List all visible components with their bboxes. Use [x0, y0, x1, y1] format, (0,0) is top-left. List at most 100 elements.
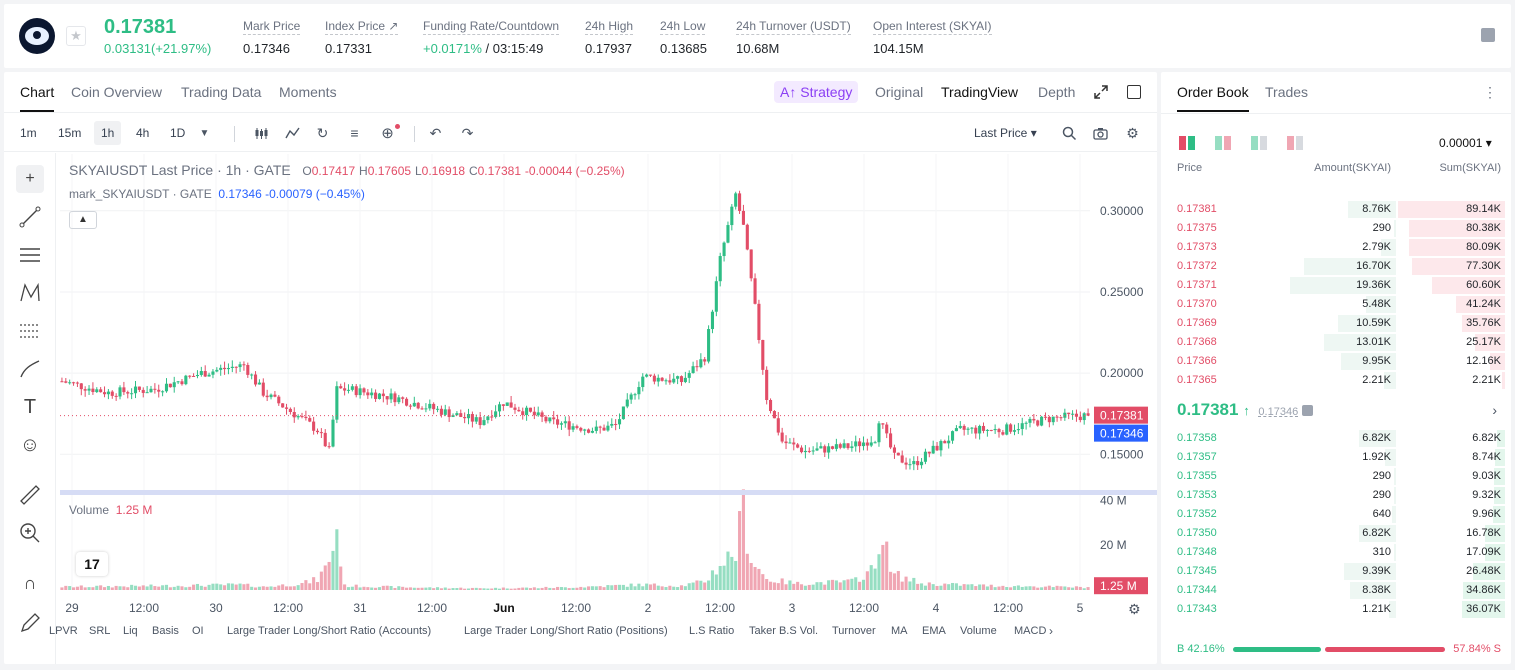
indicator-volume[interactable]: Volume: [960, 625, 997, 637]
view-mixed-icon[interactable]: [1215, 136, 1231, 150]
bid-row[interactable]: 0.17357 1.92K 8.74K: [1161, 448, 1511, 467]
more-icon[interactable]: ⋮: [1483, 84, 1497, 100]
bid-row[interactable]: 0.17344 8.38K 34.86K: [1161, 581, 1511, 600]
precision-select[interactable]: 0.00001 ▾: [1439, 136, 1492, 150]
bid-row[interactable]: 0.17345 9.39K 26.48K: [1161, 562, 1511, 581]
stat-index-price[interactable]: Index Price ↗ 0.17331: [325, 19, 399, 56]
interval-1d[interactable]: 1D: [170, 126, 186, 140]
price-type-select[interactable]: Last Price ▾: [974, 126, 1037, 140]
tab-coin-overview[interactable]: Coin Overview: [71, 84, 163, 100]
bid-row[interactable]: 0.17343 1.21K 36.07K: [1161, 600, 1511, 619]
add-alert-icon[interactable]: ⊕: [381, 125, 394, 142]
ask-row[interactable]: 0.17368 13.01K 25.17K: [1161, 333, 1511, 352]
indicator-ma[interactable]: MA: [891, 625, 908, 637]
redo-icon[interactable]: ↷: [461, 125, 474, 141]
ask-row[interactable]: 0.17369 10.59K 35.76K: [1161, 314, 1511, 333]
candle: [614, 423, 618, 425]
ruler-icon[interactable]: [16, 481, 44, 509]
emoji-icon[interactable]: ☺: [19, 434, 41, 456]
text-icon[interactable]: T: [23, 396, 37, 418]
indicator-large-trader-long-short-ratio-positions-[interactable]: Large Trader Long/Short Ratio (Positions…: [464, 625, 668, 637]
candle-type-icon[interactable]: [254, 126, 269, 141]
view-depth[interactable]: Depth: [1038, 84, 1076, 100]
guide-book-icon[interactable]: [1481, 28, 1495, 42]
tab-trades[interactable]: Trades: [1265, 84, 1309, 100]
indicator-ema[interactable]: EMA: [922, 625, 946, 637]
chevron-right-icon[interactable]: ›: [1492, 402, 1497, 418]
ask-row[interactable]: 0.17381 8.76K 89.14K: [1161, 200, 1511, 219]
tab-moments[interactable]: Moments: [279, 84, 337, 100]
amount-depth-bar: [1304, 258, 1396, 275]
pattern-icon[interactable]: [16, 279, 44, 307]
fib-icon[interactable]: [16, 241, 44, 269]
tab-order-book[interactable]: Order Book: [1177, 84, 1249, 112]
indicator-scroll-icon[interactable]: ›: [1049, 624, 1053, 638]
crosshair-icon[interactable]: +: [16, 165, 44, 193]
interval-4h[interactable]: 4h: [136, 126, 150, 140]
template-icon[interactable]: ≡: [350, 125, 359, 141]
replay-icon[interactable]: ↻: [316, 125, 329, 141]
ask-row[interactable]: 0.17371 19.36K 60.60K: [1161, 276, 1511, 295]
indicator-l-s-ratio[interactable]: L.S Ratio: [689, 625, 735, 637]
undo-icon[interactable]: ↶: [429, 125, 442, 141]
candle: [343, 388, 347, 391]
interval-1m[interactable]: 1m: [20, 126, 37, 140]
view-asks-icon[interactable]: [1287, 136, 1303, 150]
indicator-basis[interactable]: Basis: [152, 625, 179, 637]
coin-logo: [19, 18, 55, 54]
view-bids-icon[interactable]: [1251, 136, 1267, 150]
ask-row[interactable]: 0.17366 9.95K 12.16K: [1161, 352, 1511, 371]
bid-row[interactable]: 0.17355 290 9.03K: [1161, 467, 1511, 486]
volume-bar: [525, 587, 529, 590]
view-tradingview[interactable]: TradingView: [941, 84, 1019, 100]
trend-line-icon[interactable]: [16, 203, 44, 231]
interval-1h[interactable]: 1h: [94, 121, 122, 145]
expand-icon[interactable]: [1094, 85, 1108, 99]
brush-icon[interactable]: [16, 355, 44, 383]
candlestick-chart[interactable]: 0.15000 0.20000 0.25000 0.30000 40 M 20 M 0.17…: [60, 154, 1157, 620]
indicator-large-trader-long-short-ratio-accounts-[interactable]: Large Trader Long/Short Ratio (Accounts): [227, 625, 432, 637]
strategy-button[interactable]: A↑ Strategy: [774, 81, 859, 103]
fullscreen-icon[interactable]: [1127, 85, 1141, 99]
search-icon[interactable]: [1062, 126, 1077, 141]
axis-settings-icon[interactable]: ⚙: [1128, 602, 1141, 618]
view-both-icon[interactable]: [1179, 136, 1195, 150]
indicator-turnover[interactable]: Turnover: [832, 625, 876, 637]
ask-row[interactable]: 0.17372 16.70K 77.30K: [1161, 257, 1511, 276]
view-original[interactable]: Original: [875, 84, 924, 100]
interval-dropdown-icon[interactable]: ▼: [199, 128, 210, 139]
bid-row[interactable]: 0.17358 6.82K 6.82K: [1161, 429, 1511, 448]
stat-24h-low: 24h Low 0.13685: [660, 19, 707, 56]
settings-icon[interactable]: ⚙: [1126, 125, 1139, 141]
zoom-in-icon[interactable]: [16, 519, 44, 547]
prediction-icon[interactable]: [16, 317, 44, 345]
tradingview-logo[interactable]: 17: [76, 552, 108, 576]
pane-divider[interactable]: [60, 490, 1157, 495]
favorite-star-icon[interactable]: ★: [66, 26, 86, 46]
indicator-lpvr[interactable]: LPVR: [49, 625, 78, 637]
indicator-taker-b-s-vol-[interactable]: Taker B.S Vol.: [749, 625, 819, 637]
ask-row[interactable]: 0.17370 5.48K 41.24K: [1161, 295, 1511, 314]
collapse-legend-button[interactable]: ▲: [69, 211, 97, 229]
interval-15m[interactable]: 15m: [58, 126, 82, 140]
bid-row[interactable]: 0.17350 6.82K 16.78K: [1161, 524, 1511, 543]
ask-row[interactable]: 0.17365 2.21K 2.21K: [1161, 371, 1511, 390]
magnet-icon[interactable]: ∩: [23, 573, 37, 593]
candle: [765, 369, 769, 401]
bid-row[interactable]: 0.17353 290 9.32K: [1161, 486, 1511, 505]
ask-row[interactable]: 0.17373 2.79K 80.09K: [1161, 238, 1511, 257]
indicator-srl[interactable]: SRL: [89, 625, 111, 637]
bid-row[interactable]: 0.17352 640 9.96K: [1161, 505, 1511, 524]
ask-row[interactable]: 0.17375 290 80.38K: [1161, 219, 1511, 238]
tab-trading-data[interactable]: Trading Data: [181, 84, 262, 100]
tab-chart[interactable]: Chart: [20, 84, 55, 112]
indicator-liq[interactable]: Liq: [123, 625, 138, 637]
bid-row[interactable]: 0.17348 310 17.09K: [1161, 543, 1511, 562]
row-sum: 2.21K: [1472, 374, 1501, 386]
camera-icon[interactable]: [1093, 126, 1108, 141]
pencil-icon[interactable]: [16, 609, 44, 637]
indicator-oi[interactable]: OI: [192, 625, 204, 637]
indicator-macd[interactable]: MACD: [1014, 625, 1047, 637]
indicators-icon[interactable]: [285, 126, 300, 141]
volume-bar: [327, 561, 331, 590]
